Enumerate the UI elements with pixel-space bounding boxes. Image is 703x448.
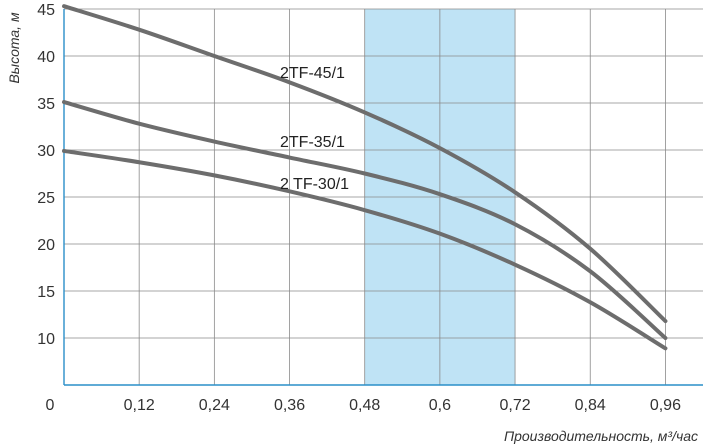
y-tick-label: 40 [37, 49, 55, 66]
series-line-0 [62, 4, 668, 324]
x-tick-label: 0,72 [499, 397, 530, 414]
x-tick-label: 0,84 [575, 397, 606, 414]
x-tick-label: 0,48 [349, 397, 380, 414]
axis-layer [63, 9, 703, 386]
series-line-1 [62, 100, 668, 340]
series-label-0: 2TF-45/1 [280, 65, 345, 82]
y-tick-label: 20 [37, 237, 55, 254]
x-tick-label: 0,36 [274, 397, 305, 414]
series-layer: 2TF-45/1 2TF-35/1 2 TF-30/1 [62, 4, 668, 351]
x-origin-label: 0 [46, 397, 55, 414]
y-tick-label: 30 [37, 143, 55, 160]
y-axis-title: Высота, м [6, 12, 22, 83]
grid-layer [64, 8, 703, 385]
x-tick-label: 0,12 [124, 397, 155, 414]
y-tick-label: 25 [37, 190, 55, 207]
x-tick-label: 0,96 [650, 397, 681, 414]
y-tick-label: 15 [37, 284, 55, 301]
series-label-1: 2TF-35/1 [280, 134, 345, 151]
x-axis-title: Производительность, м³/час [504, 428, 698, 444]
tick-label-layer: 0,12 0,24 0,36 0,48 0,6 0,72 0,84 0,96 0 10 15 20 25… [37, 2, 681, 414]
series-line-2 [62, 148, 668, 351]
x-tick-label: 0,24 [199, 397, 230, 414]
y-tick-label: 45 [37, 2, 55, 19]
y-tick-label: 10 [37, 331, 55, 348]
series-label-2: 2 TF-30/1 [280, 176, 349, 193]
x-tick-label: 0,6 [429, 397, 451, 414]
y-tick-label: 35 [37, 96, 55, 113]
